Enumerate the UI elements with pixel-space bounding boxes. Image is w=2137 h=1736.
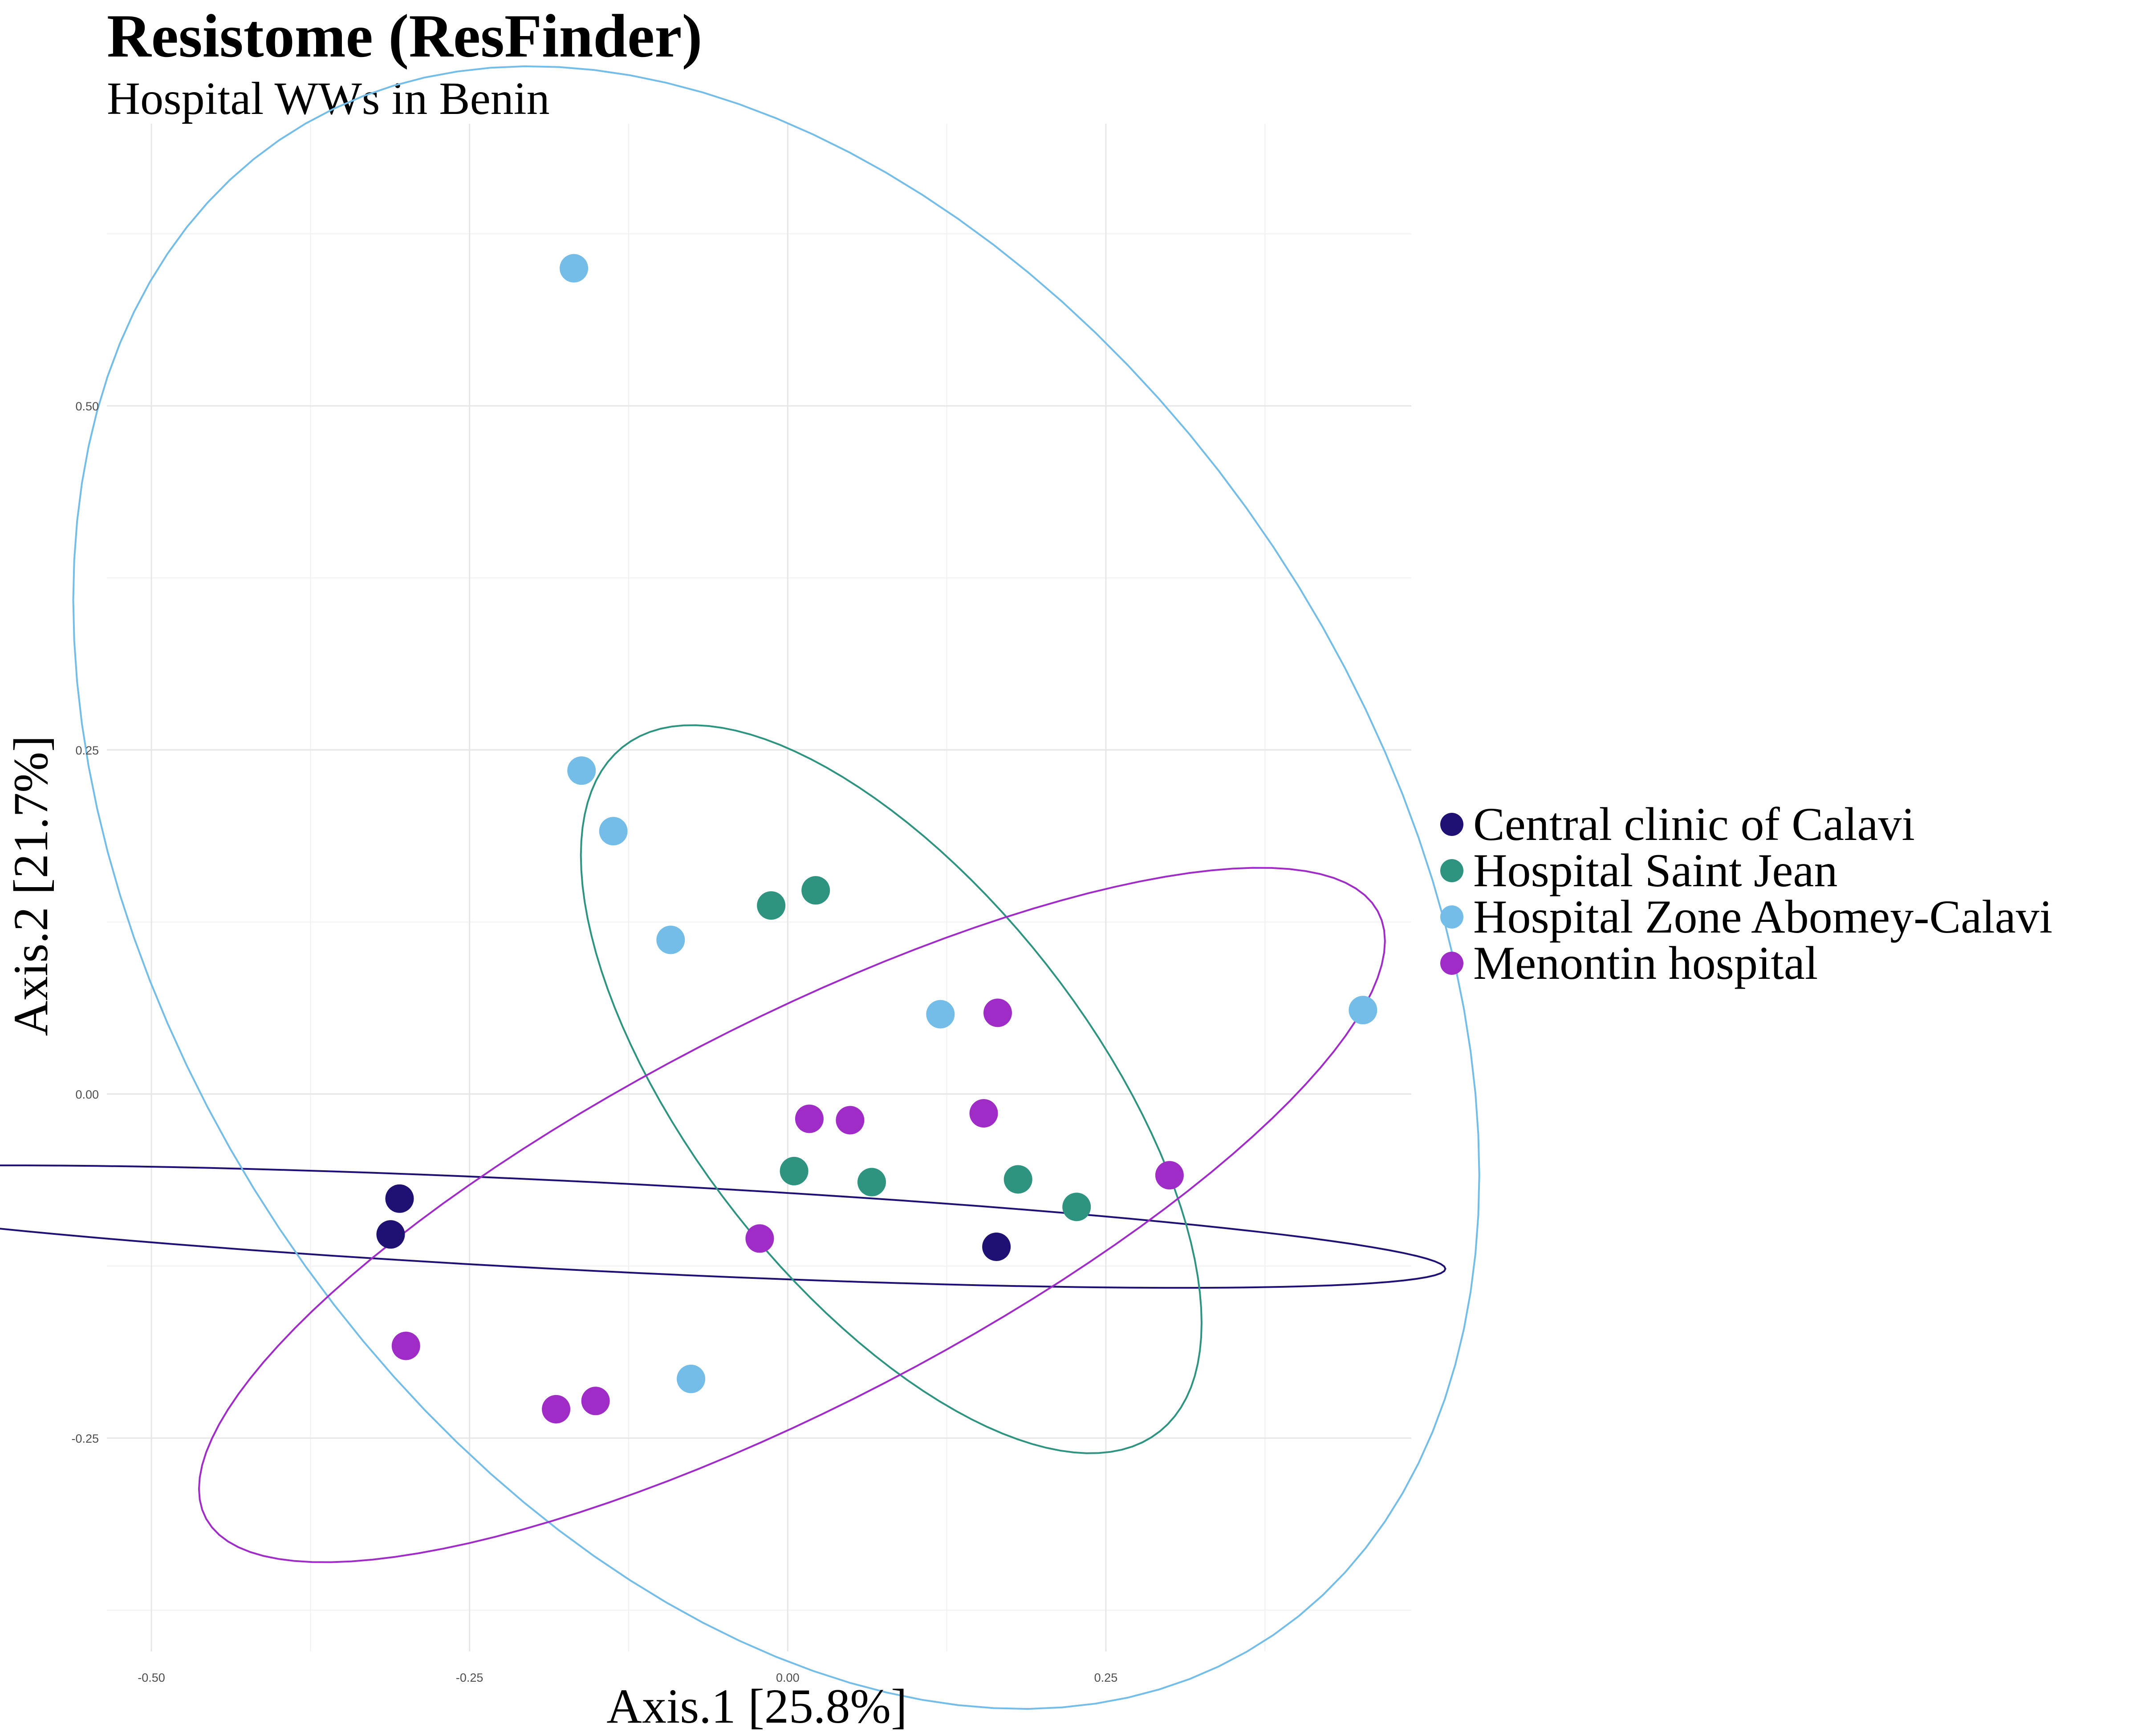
x-tick-label: -0.50 bbox=[138, 1671, 165, 1684]
legend-label: Central clinic of Calavi bbox=[1473, 798, 1915, 850]
confidence-ellipse bbox=[580, 724, 1203, 1454]
data-point bbox=[983, 998, 1012, 1027]
data-point bbox=[567, 756, 596, 785]
data-points bbox=[376, 254, 1377, 1424]
data-point bbox=[969, 1099, 998, 1128]
legend-item: Central clinic of Calavi bbox=[1440, 801, 2052, 848]
legend-marker bbox=[1440, 952, 1463, 975]
tick-labels: -0.50 -0.25 0.00 0.25 -0.25 0.00 0.25 0.50 bbox=[71, 400, 1117, 1684]
y-tick-label: 0.25 bbox=[75, 744, 99, 757]
data-point bbox=[926, 1000, 955, 1029]
data-point bbox=[745, 1224, 774, 1253]
legend-item: Hospital Zone Abomey-Calavi bbox=[1440, 891, 2053, 943]
data-point bbox=[795, 1104, 824, 1133]
data-point bbox=[1003, 1165, 1032, 1194]
legend-label: Hospital Zone Abomey-Calavi bbox=[1473, 891, 2053, 943]
data-point bbox=[677, 1364, 706, 1393]
data-point bbox=[780, 1156, 808, 1185]
x-axis-label: Axis.1 [25.8%] bbox=[606, 1679, 907, 1733]
confidence-ellipses bbox=[0, 65, 1480, 1710]
chart-subtitle: Hospital WWs in Benin bbox=[107, 73, 550, 124]
y-tick-label: -0.25 bbox=[71, 1432, 99, 1445]
data-point bbox=[1155, 1161, 1184, 1190]
legend-marker bbox=[1440, 813, 1463, 836]
chart-title: Resistome (ResFinder) bbox=[107, 2, 703, 70]
data-point bbox=[1062, 1192, 1091, 1221]
grid-lines bbox=[107, 124, 1411, 1651]
data-point bbox=[857, 1168, 886, 1197]
data-point bbox=[836, 1106, 865, 1135]
y-tick-label: 0.00 bbox=[75, 1088, 99, 1101]
data-point bbox=[757, 891, 786, 920]
legend-marker bbox=[1440, 905, 1463, 929]
data-point bbox=[982, 1232, 1011, 1261]
legend-item: Menontin hospital bbox=[1440, 937, 2052, 989]
data-point bbox=[1349, 996, 1377, 1025]
legend-label: Hospital Saint Jean bbox=[1473, 844, 1838, 896]
data-point bbox=[599, 817, 628, 846]
x-tick-label: 0.25 bbox=[1094, 1671, 1118, 1684]
legend-item: Hospital Saint Jean bbox=[1440, 844, 2052, 896]
data-point bbox=[385, 1184, 414, 1213]
y-tick-label: 0.50 bbox=[75, 400, 99, 413]
data-point bbox=[801, 876, 830, 905]
confidence-ellipse bbox=[72, 65, 1480, 1710]
data-point bbox=[542, 1395, 571, 1424]
x-tick-label: -0.25 bbox=[456, 1671, 483, 1684]
y-axis-label: Axis.2 [21.7%] bbox=[4, 735, 58, 1036]
confidence-ellipse bbox=[198, 867, 1386, 1563]
data-point bbox=[581, 1387, 610, 1416]
legend-label: Menontin hospital bbox=[1473, 937, 1818, 989]
data-point bbox=[656, 925, 685, 954]
legend-marker bbox=[1440, 859, 1463, 882]
legend: Central clinic of Calavi Hospital Saint J… bbox=[1440, 801, 2053, 989]
x-tick-label: 0.00 bbox=[776, 1671, 800, 1684]
confidence-ellipse bbox=[0, 1164, 1446, 1289]
data-point bbox=[391, 1331, 420, 1360]
data-point bbox=[560, 254, 589, 283]
data-point bbox=[376, 1220, 405, 1249]
